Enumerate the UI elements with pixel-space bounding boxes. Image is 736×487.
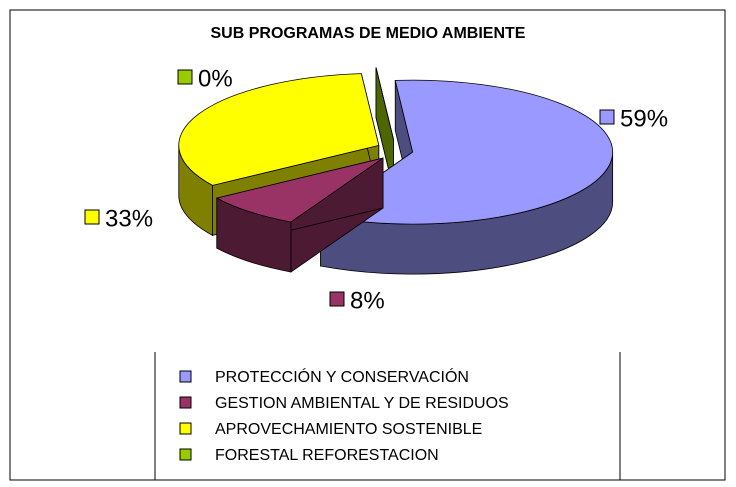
chart-title: SUB PROGRAMAS DE MEDIO AMBIENTE xyxy=(211,25,526,42)
legend-swatch xyxy=(179,448,192,461)
legend-label: FORESTAL REFORESTACION xyxy=(215,447,439,464)
legend-label: PROTECCIÓN Y CONSERVACIÓN xyxy=(215,367,469,386)
legend-swatch xyxy=(179,422,192,435)
legend-swatch xyxy=(179,370,192,383)
data-label: 8% xyxy=(350,287,385,314)
slice xyxy=(215,157,384,223)
label-key xyxy=(177,69,193,85)
label-key xyxy=(329,291,345,307)
pie xyxy=(178,67,614,275)
data-label: 0% xyxy=(198,65,233,92)
legend-label: GESTION AMBIENTAL Y DE RESIDUOS xyxy=(215,395,509,412)
slice xyxy=(178,73,380,186)
label-key xyxy=(84,209,100,225)
slice xyxy=(375,67,394,140)
slice xyxy=(319,79,614,225)
legend-label: APROVECHAMIENTO SOSTENIBLE xyxy=(215,421,482,438)
legend-swatch xyxy=(179,396,192,409)
data-label: 59% xyxy=(620,105,668,132)
data-label: 33% xyxy=(105,205,153,232)
label-key xyxy=(599,109,615,125)
